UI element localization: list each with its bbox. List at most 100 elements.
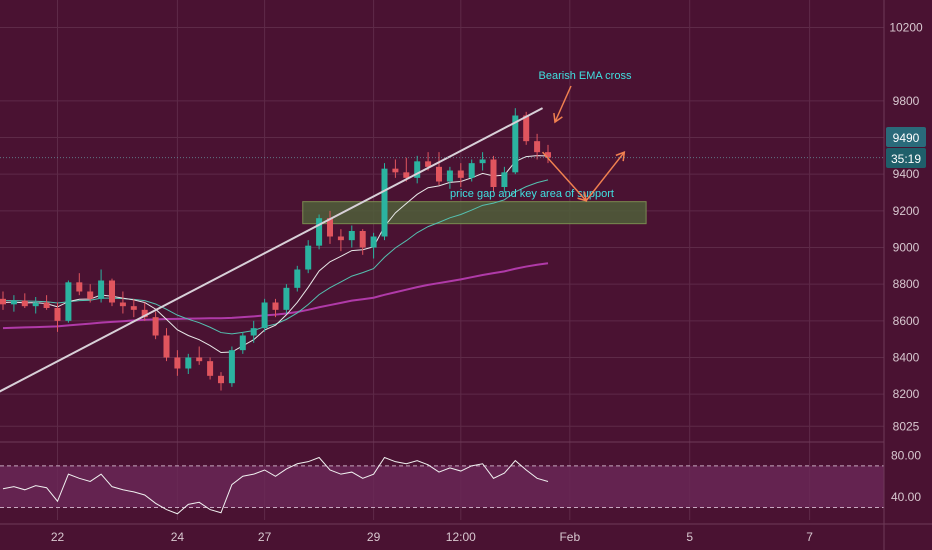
price-tick-label: 9800 — [893, 94, 920, 108]
candle — [196, 346, 203, 365]
candle-body — [87, 291, 94, 299]
candle-body — [457, 170, 464, 178]
candle — [468, 159, 475, 182]
candle — [294, 265, 301, 292]
candle-body — [218, 375, 224, 384]
candle — [272, 298, 279, 318]
candle-body — [98, 280, 105, 299]
rsi-panel — [0, 456, 884, 515]
candle — [501, 166, 508, 193]
candle-body — [141, 309, 148, 318]
candle-body — [65, 282, 72, 321]
candle-body — [76, 282, 83, 292]
candle — [403, 157, 410, 182]
candle — [207, 357, 214, 380]
candles — [0, 108, 551, 391]
price-tick-label: 8200 — [893, 387, 920, 401]
candle-body — [43, 302, 50, 308]
time-tick-label: Feb — [559, 530, 580, 544]
time-tick-label: 5 — [686, 530, 693, 544]
candle-body — [381, 168, 388, 237]
price-tick-label: 8800 — [893, 277, 920, 291]
support-zone-layer — [302, 201, 647, 225]
candle-body — [490, 159, 497, 187]
candle-body — [119, 302, 126, 307]
candle-body — [174, 357, 181, 369]
candle-body — [152, 317, 159, 336]
candle-body — [479, 159, 486, 164]
support-annotation: price gap and key area of support — [450, 188, 614, 200]
rsi-tick-label: 80.00 — [891, 448, 921, 462]
candle-body — [327, 218, 333, 237]
candle — [109, 278, 115, 307]
candle — [327, 210, 333, 244]
ema-cross-pointer-head — [553, 112, 563, 124]
annotation-layer: Bearish EMA cross price gap and key area… — [450, 70, 632, 202]
price-tick-label: 8025 — [893, 419, 920, 433]
candle-body — [272, 302, 279, 310]
candle — [21, 293, 28, 308]
time-tick-label: 22 — [51, 530, 65, 544]
price-tick-label: 9200 — [893, 204, 920, 218]
candle — [98, 269, 105, 303]
candle — [163, 328, 170, 362]
candle — [305, 240, 312, 274]
candle — [43, 295, 50, 310]
candle-body — [207, 361, 214, 376]
candle-body — [359, 231, 366, 248]
candle-body — [261, 302, 268, 329]
candle — [446, 166, 453, 189]
candle-body — [403, 172, 410, 178]
rsi-line — [2, 456, 549, 515]
candle-body — [436, 166, 442, 182]
time-tick-label: 29 — [367, 530, 381, 544]
ema-slow-line — [3, 179, 549, 335]
candle — [141, 302, 148, 321]
candle — [545, 144, 551, 164]
candle — [239, 331, 246, 354]
candle — [359, 229, 366, 255]
candle-body — [54, 308, 61, 321]
price-tick-label: 8600 — [893, 314, 920, 328]
candle-body — [534, 141, 541, 153]
price-tick-label: 9400 — [893, 167, 920, 181]
candle — [228, 346, 235, 387]
ema-cross-pointer — [554, 85, 572, 123]
candle-body — [392, 168, 399, 173]
candle-body — [283, 287, 290, 310]
candle-body — [348, 231, 355, 241]
candle-body — [250, 328, 257, 336]
candle — [348, 225, 355, 248]
candle-body — [501, 172, 508, 187]
price-tick-label: 9000 — [893, 241, 920, 255]
candle-body — [239, 335, 246, 351]
candle-body — [294, 269, 301, 288]
price-tick-label: 8400 — [893, 351, 920, 365]
candle — [32, 297, 39, 314]
candle — [250, 320, 257, 343]
candle-body — [10, 300, 17, 305]
candle — [479, 152, 486, 171]
candle-body — [468, 163, 475, 178]
candle — [152, 311, 159, 340]
candle — [65, 280, 72, 323]
candle-body — [21, 300, 28, 307]
candle-body — [305, 245, 312, 270]
candle-body — [446, 170, 453, 182]
candle-body — [163, 335, 170, 358]
candle — [76, 273, 83, 296]
price-tags: 9490 35:19 — [886, 127, 926, 168]
candle — [534, 133, 541, 160]
candle-body — [109, 280, 115, 303]
candle-body — [337, 236, 344, 241]
candle-body — [414, 161, 421, 178]
last-price-value: 9490 — [893, 131, 920, 145]
candle — [261, 298, 268, 332]
trendline — [0, 107, 544, 393]
time-tick-label: 7 — [806, 530, 813, 544]
candle-body — [228, 350, 235, 384]
